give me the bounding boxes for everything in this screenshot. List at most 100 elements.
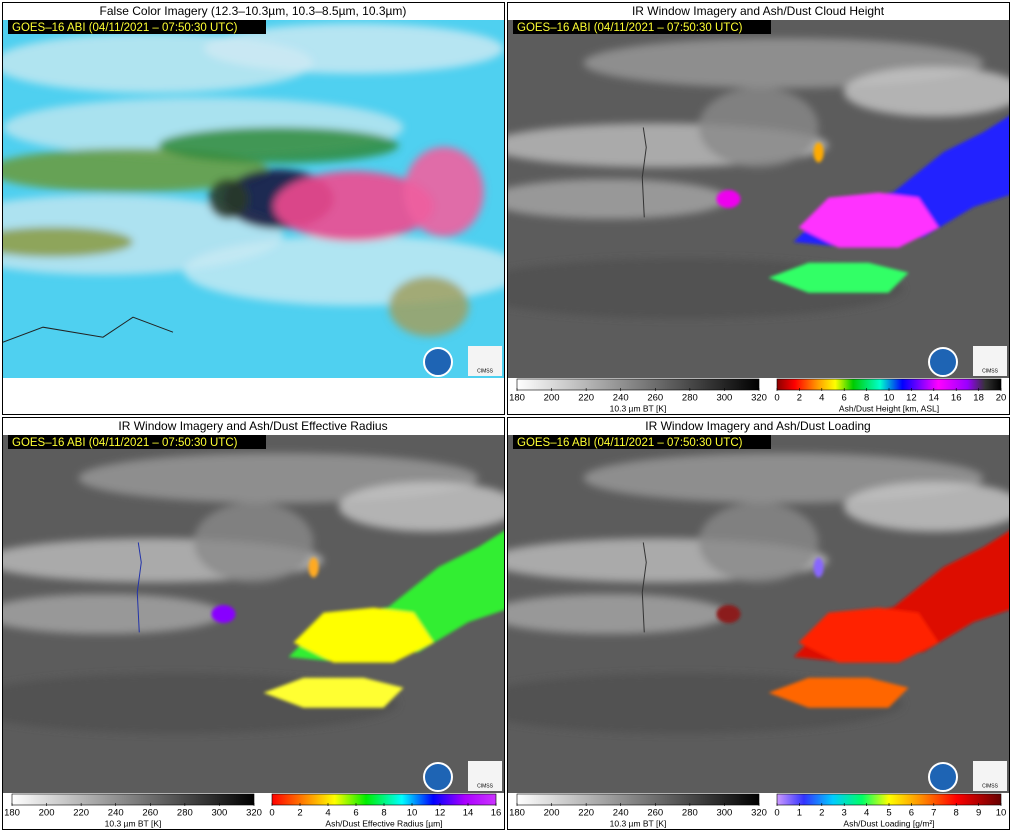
colorbar-tick-label: 200 [544,808,560,819]
ash-retrieval [211,531,504,708]
colorbar-tick-label: 12 [435,808,446,819]
colorbar-tick-label: 320 [751,393,767,404]
colorbar [516,378,760,391]
ash-region [308,557,319,578]
cimss-logo-text: CIMSS [982,783,999,789]
colorbar-tick-label: 220 [578,808,594,819]
colorbar-tick-label: 320 [751,808,767,819]
timestamp-box [513,435,771,449]
ash-region [716,190,741,208]
cloud-band [3,148,269,193]
colorbar-tick-label: 180 [509,808,525,819]
colorbar-tick-label: 16 [491,808,502,819]
satellite-image: CIMSS [3,20,504,378]
colorbar-label: Ash/Dust Loading [g/m²] [843,818,934,828]
panel-title: False Color Imagery (12.3–10.3µm, 10.3–8… [100,4,407,18]
colorbar-tick-label: 8 [864,393,869,404]
cimss-logo-text: CIMSS [982,368,999,374]
colorbar-label: 10.3 µm BT [K] [610,818,667,828]
coastline [641,127,647,218]
colorbar-tick-label: 1 [797,808,802,819]
clouds [508,37,1009,319]
cloud [193,502,314,583]
colorbar-tick-label: 280 [682,808,698,819]
timestamp: GOES–16 ABI (04/11/2021 – 07:50:30 UTC) [517,437,743,449]
colorbar-tick-label: 180 [4,808,20,819]
clouds [3,452,504,734]
cimss-logo-text: CIMSS [477,368,494,374]
colorbar-tick-label: 0 [269,808,274,819]
cloud [698,87,819,168]
colorbar-tick-label: 300 [211,808,227,819]
colorbar-tick-label: 200 [544,393,560,404]
panel-title: IR Window Imagery and Ash/Dust Effective… [118,419,387,433]
colorbar-tick-label: 12 [906,393,917,404]
ash-retrieval [716,531,1009,708]
cimss-logo [468,346,502,376]
satellite-image: CIMSS [3,435,504,793]
cloud-band [388,276,469,337]
clouds [3,23,504,337]
colorbar-tick-label: 6 [909,808,914,819]
colorbar-tick-label: 300 [716,393,732,404]
ash-region [211,605,236,623]
colorbar-tick-label: 6 [842,393,847,404]
panel: IR Window Imagery and Ash/Dust Loading CI… [507,417,1010,830]
noaa-logo [928,762,958,792]
panel-title: IR Window Imagery and Ash/Dust Cloud Hei… [632,4,885,18]
noaa-logo [928,347,958,377]
colorbar-tick-label: 4 [819,393,824,404]
cimss-logo-text: CIMSS [477,783,494,789]
panel: IR Window Imagery and Ash/Dust Cloud Hei… [507,2,1010,415]
noaa-logo [423,347,453,377]
ash-region [798,192,939,248]
cimss-logo [468,761,502,791]
colorbar-tick-label: 14 [463,808,474,819]
colorbar-label: 10.3 µm BT [K] [610,403,667,413]
colorbar-tick-label: 280 [177,808,193,819]
colorbar-tick-label: 240 [613,393,629,404]
colorbar-tick-label: 18 [973,393,984,404]
colorbar-tick-label: 0 [774,808,779,819]
satellite-image: CIMSS [508,20,1009,378]
noaa-logo [423,762,453,792]
cloud [338,481,504,532]
ash-plume [403,146,484,237]
ash-region [798,607,939,663]
panel: False Color Imagery (12.3–10.3µm, 10.3–8… [2,2,505,415]
ash-region [768,262,909,293]
colorbar-tick-label: 0 [774,393,779,404]
cloud [843,66,1009,117]
colorbar-tick-label: 240 [613,808,629,819]
timestamp: GOES–16 ABI (04/11/2021 – 07:50:30 UTC) [517,22,743,34]
colorbar [11,793,255,806]
cloud [203,23,504,74]
cloud [508,594,729,634]
coastline [641,542,647,633]
timestamp: GOES–16 ABI (04/11/2021 – 07:50:30 UTC) [12,437,238,449]
cloud-band [3,226,134,257]
coastline [3,316,174,343]
cloud [698,502,819,583]
satellite-image: CIMSS [508,435,1009,793]
cloud [183,235,504,306]
colorbar-tick-label: 9 [976,808,981,819]
colorbar-label: Ash/Dust Height [km, ASL] [839,403,939,413]
ash-region [813,142,824,163]
colorbar [516,793,760,806]
colorbar-tick-label: 2 [297,808,302,819]
timestamp-box [8,20,266,34]
panel-title: IR Window Imagery and Ash/Dust Loading [645,419,870,433]
colorbar-tick-label: 4 [325,808,330,819]
cloud [843,481,1009,532]
colorbar-tick-label: 260 [142,808,158,819]
colorbar-tick-label: 8 [954,808,959,819]
colorbar-tick-label: 280 [682,393,698,404]
ash-region [293,607,434,663]
ash-retrieval [716,116,1009,293]
ash-region [716,605,741,623]
cimss-logo [973,761,1007,791]
coastline [136,542,142,633]
clouds [508,452,1009,734]
